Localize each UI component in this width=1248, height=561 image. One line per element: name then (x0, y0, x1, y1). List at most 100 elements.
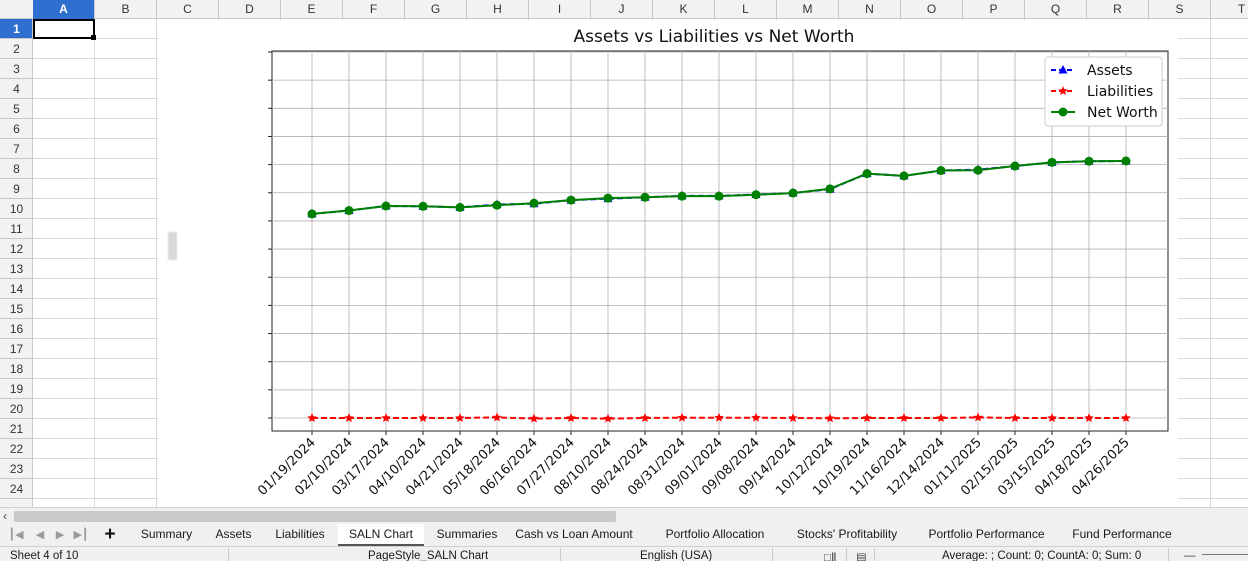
status-divider (1168, 548, 1169, 561)
data-point-liabilities (973, 412, 983, 422)
row-header-6[interactable]: 6 (0, 119, 32, 139)
row-header-11[interactable]: 11 (0, 219, 32, 239)
row-header-19[interactable]: 19 (0, 379, 32, 399)
sheet-tab-summaries[interactable]: Summaries (436, 527, 498, 541)
row-header-20[interactable]: 20 (0, 399, 32, 419)
sheet-tab-assets[interactable]: Assets (215, 527, 252, 541)
legend-label-assets: Assets (1087, 63, 1133, 79)
row-header-16[interactable]: 16 (0, 319, 32, 339)
column-header-a[interactable]: A (33, 0, 95, 19)
first-sheet-icon[interactable]: ┃◀ (8, 529, 24, 541)
row-header-23[interactable]: 23 (0, 459, 32, 479)
selection-mode-icon[interactable]: □Ⅱ (824, 552, 837, 561)
row-header-24[interactable]: 24 (0, 479, 32, 499)
sheet-tab-portfolio-allocation[interactable]: Portfolio Allocation (665, 527, 765, 541)
row-header-18[interactable]: 18 (0, 359, 32, 379)
data-point-net-worth (825, 184, 835, 194)
zoom-out-icon[interactable]: — (1184, 550, 1196, 561)
y-axis-label-obscured (168, 232, 177, 260)
language[interactable]: English (USA) (640, 550, 713, 561)
chart-object[interactable]: Assets vs Liabilities vs Net Worth 01/19/… (158, 20, 1178, 507)
row-header-1[interactable]: 1 (0, 19, 32, 39)
row-header-13[interactable]: 13 (0, 259, 32, 279)
sheet-tab-portfolio-performance[interactable]: Portfolio Performance (928, 527, 1045, 541)
data-point-net-worth (714, 191, 724, 201)
column-header-q[interactable]: Q (1025, 0, 1087, 19)
column-header-b[interactable]: B (95, 0, 157, 19)
data-point-net-worth (640, 192, 650, 202)
row-header-8[interactable]: 8 (0, 159, 32, 179)
sheet-tab-fund-performance[interactable]: Fund Performance (1072, 527, 1172, 541)
data-point-liabilities (529, 413, 539, 423)
row-header-2[interactable]: 2 (0, 39, 32, 59)
zoom-slider[interactable] (1202, 554, 1248, 555)
data-point-net-worth (418, 201, 428, 211)
sheet-tab-liabilities[interactable]: Liabilities (275, 527, 325, 541)
data-point-net-worth (751, 190, 761, 200)
data-point-liabilities (344, 413, 354, 422)
data-point-net-worth (529, 198, 539, 208)
active-cell-cursor[interactable] (33, 19, 95, 39)
row-header-5[interactable]: 5 (0, 99, 32, 119)
data-point-liabilities (714, 412, 724, 422)
row-header-14[interactable]: 14 (0, 279, 32, 299)
data-point-liabilities (936, 413, 946, 422)
row-header-4[interactable]: 4 (0, 79, 32, 99)
next-sheet-icon[interactable]: ▶ (55, 529, 65, 541)
column-header-s[interactable]: S (1149, 0, 1211, 19)
row-header-12[interactable]: 12 (0, 239, 32, 259)
column-header-h[interactable]: H (467, 0, 529, 19)
column-header-j[interactable]: J (591, 0, 653, 19)
data-point-net-worth (566, 195, 576, 205)
row-header-3[interactable]: 3 (0, 59, 32, 79)
status-divider (846, 548, 847, 561)
data-point-liabilities (1010, 413, 1020, 422)
chart-svg: Assets vs Liabilities vs Net Worth01/19/… (168, 27, 1169, 499)
sheet-tab-cash-vs-loan-amount[interactable]: Cash vs Loan Amount (515, 527, 633, 541)
data-point-liabilities (788, 413, 798, 422)
column-header-o[interactable]: O (901, 0, 963, 19)
legend-marker-net-worth (1058, 107, 1068, 117)
row-header-10[interactable]: 10 (0, 199, 32, 219)
row-header-15[interactable]: 15 (0, 299, 32, 319)
sheet-position: Sheet 4 of 10 (10, 550, 79, 561)
sheet-tab-saln-chart[interactable]: SALN Chart (338, 524, 424, 546)
column-header-n[interactable]: N (839, 0, 901, 19)
row-header-17[interactable]: 17 (0, 339, 32, 359)
row-header-9[interactable]: 9 (0, 179, 32, 199)
column-header-c[interactable]: C (157, 0, 219, 19)
column-header-t[interactable]: T (1211, 0, 1248, 19)
column-header-k[interactable]: K (653, 0, 715, 19)
data-point-liabilities (1084, 413, 1094, 422)
column-header-g[interactable]: G (405, 0, 467, 19)
horizontal-scrollbar[interactable]: ‹ (0, 507, 1248, 524)
data-point-net-worth (936, 166, 946, 176)
data-point-net-worth (307, 209, 317, 219)
plus-icon[interactable]: + (104, 524, 116, 545)
column-header-i[interactable]: I (529, 0, 591, 19)
column-header-d[interactable]: D (219, 0, 281, 19)
row-header-22[interactable]: 22 (0, 439, 32, 459)
column-header-p[interactable]: P (963, 0, 1025, 19)
column-header-r[interactable]: R (1087, 0, 1149, 19)
data-point-net-worth (862, 169, 872, 179)
data-point-net-worth (344, 206, 354, 216)
page-style[interactable]: PageStyle_SALN Chart (368, 550, 489, 561)
last-sheet-icon[interactable]: ▶┃ (73, 529, 89, 541)
prev-sheet-icon[interactable]: ◀ (35, 529, 45, 541)
sheet-tab-summary[interactable]: Summary (140, 527, 193, 541)
horizontal-scroll-thumb[interactable] (14, 511, 616, 522)
row-header-7[interactable]: 7 (0, 139, 32, 159)
column-header-e[interactable]: E (281, 0, 343, 19)
data-point-liabilities (492, 412, 502, 422)
column-header-f[interactable]: F (343, 0, 405, 19)
column-header-m[interactable]: M (777, 0, 839, 19)
fill-handle[interactable] (91, 35, 96, 40)
row-header-21[interactable]: 21 (0, 419, 32, 439)
column-header-l[interactable]: L (715, 0, 777, 19)
chevron-left-icon[interactable]: ‹ (3, 509, 7, 523)
sheet-tab-stocks-profitability[interactable]: Stocks' Profitability (796, 527, 898, 541)
document-modified-icon[interactable]: ▤ (856, 552, 867, 561)
data-point-net-worth (492, 200, 502, 210)
